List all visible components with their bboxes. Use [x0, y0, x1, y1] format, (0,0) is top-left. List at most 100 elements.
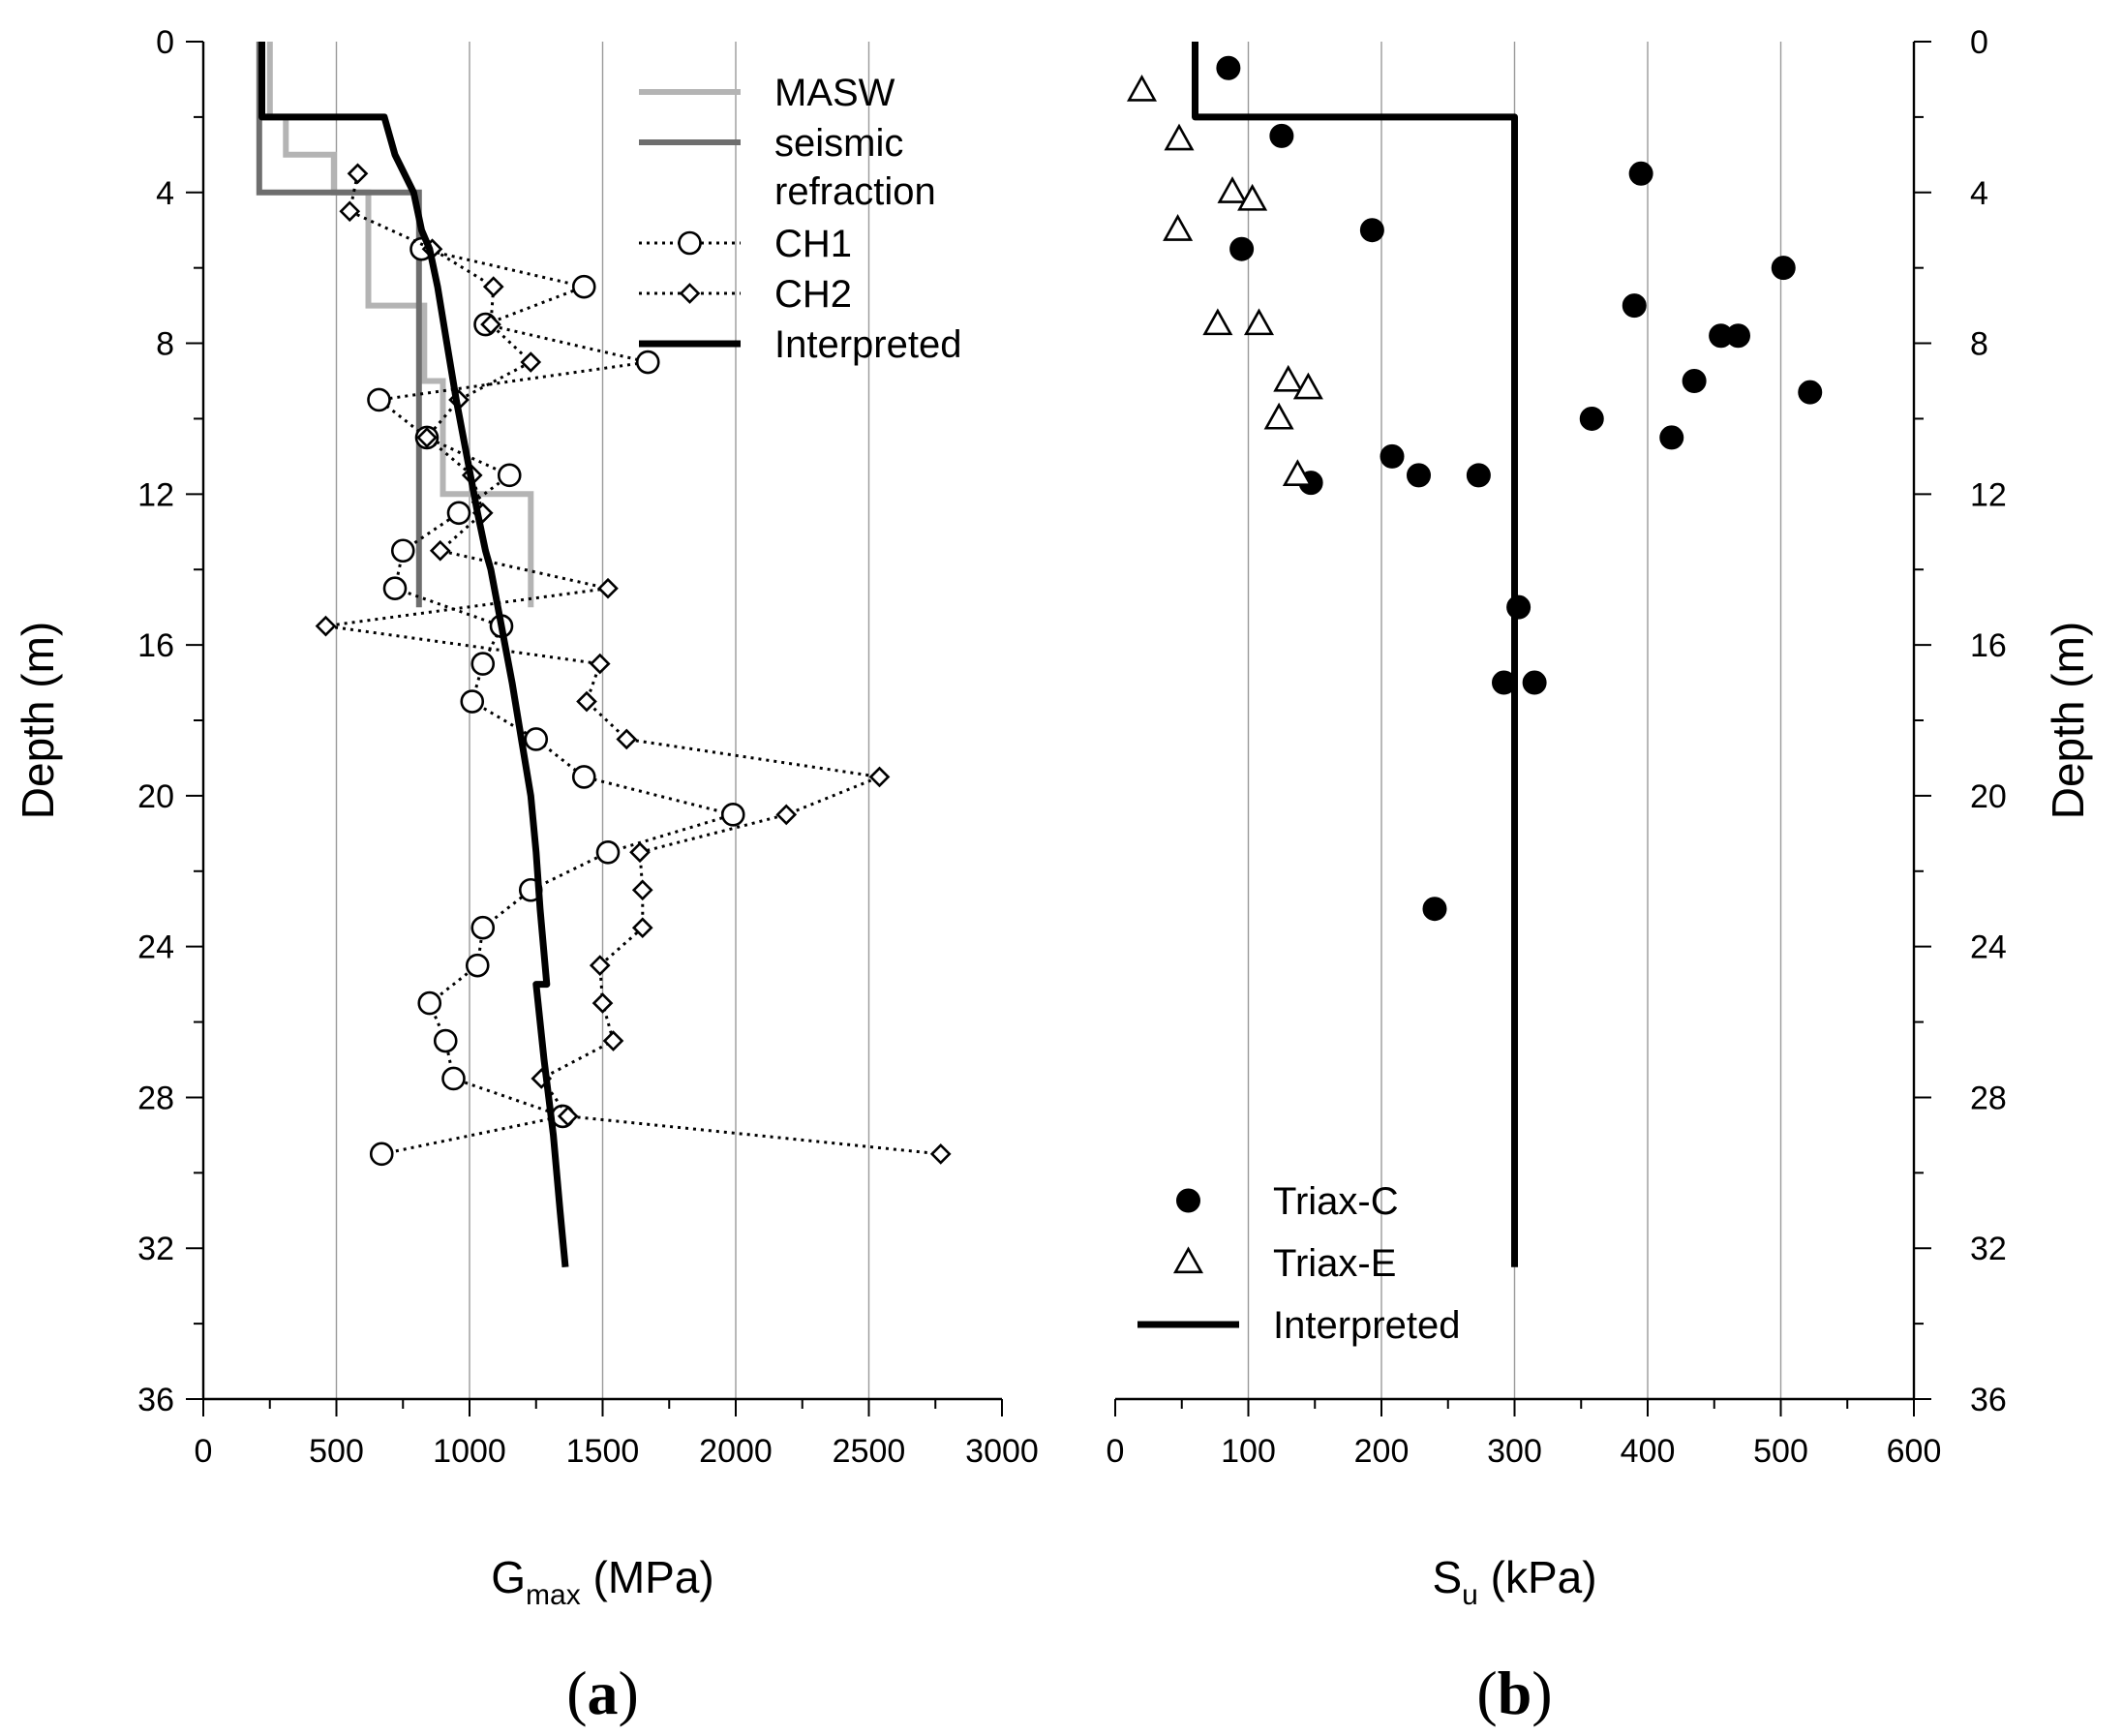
series-masw — [266, 42, 534, 608]
x-tick-label: 1500 — [566, 1433, 640, 1470]
x-tick-label: 0 — [195, 1433, 213, 1470]
data-point — [1163, 214, 1194, 241]
legend-marker — [1176, 1188, 1200, 1213]
data-point — [1771, 256, 1796, 281]
y-tick-label: 28 — [1970, 1080, 2007, 1116]
data-point — [482, 276, 504, 297]
panel-label-paren: ) — [619, 1659, 639, 1727]
data-point — [571, 274, 596, 299]
legend-entry: Interpreted — [1137, 1304, 1460, 1347]
data-point — [470, 915, 496, 940]
y-tick-label: 4 — [1970, 175, 1988, 212]
y-tick-label: 24 — [1970, 929, 2007, 966]
legend-marker — [678, 230, 702, 256]
legend-label: CH1 — [774, 223, 852, 265]
x-tick-label: 2500 — [833, 1433, 906, 1470]
legend-entry: seismic refraction — [639, 122, 936, 213]
panel-label: (a) — [566, 1659, 639, 1727]
x-axis-title-subscript: max — [526, 1579, 581, 1611]
data-point — [390, 538, 415, 563]
y-tick-label: 36 — [1970, 1382, 2007, 1418]
data-point — [1243, 308, 1275, 336]
y-tick-label: 0 — [1970, 24, 1988, 61]
y-tick-label: 28 — [137, 1080, 174, 1116]
series-ch2 — [315, 163, 952, 1165]
y-axis-title: Depth (m) — [2043, 622, 2093, 819]
x-tick-label: 100 — [1221, 1433, 1276, 1470]
legend-label: Triax-C — [1273, 1180, 1399, 1223]
data-point — [460, 689, 485, 714]
x-tick-label: 200 — [1354, 1433, 1410, 1470]
series-triax-c — [1216, 55, 1823, 922]
x-axis-title-symbol: S — [1432, 1552, 1462, 1602]
data-point — [597, 577, 619, 599]
panel-b: 0 100 200 300 400 500 600 0 4 8 12 16 20 24 28 32 36 Dept… — [1107, 24, 2093, 1727]
data-point — [1229, 236, 1255, 261]
panel-label-paren: ) — [1532, 1659, 1552, 1727]
legend-label: refraction — [774, 170, 936, 213]
x-axis-title-unit: (kPa) — [1478, 1552, 1597, 1602]
data-point — [1422, 897, 1447, 922]
legend-entry: Interpreted — [639, 323, 961, 366]
data-point — [520, 351, 542, 373]
data-point — [1282, 459, 1313, 486]
x-tick-label: 2000 — [699, 1433, 773, 1470]
data-point — [1622, 293, 1647, 319]
data-point — [429, 539, 451, 562]
data-point — [589, 955, 611, 976]
data-point — [629, 841, 651, 864]
legend-label: Interpreted — [774, 323, 961, 366]
y-tick-label: 12 — [137, 476, 174, 513]
data-point — [1164, 123, 1195, 151]
data-point — [367, 387, 391, 412]
panel-a: 0 500 1000 1500 2000 2500 3000 0 4 8 12 16 20 24 28 32 3… — [13, 24, 1039, 1727]
panel-label-paren: ( — [1476, 1659, 1497, 1727]
legend-entry: CH1 — [639, 223, 852, 265]
data-point — [557, 1106, 579, 1127]
y-tick-label: 24 — [137, 929, 174, 966]
x-axis-title-subscript: u — [1462, 1579, 1478, 1611]
x-tick-label: 1000 — [433, 1433, 506, 1470]
data-point — [576, 690, 597, 713]
legend-label: CH2 — [774, 273, 852, 316]
data-point — [1359, 218, 1384, 243]
x-axis-title: Su (kPa) — [1432, 1552, 1596, 1611]
legend-label: MASW — [774, 72, 895, 114]
data-point — [1628, 161, 1653, 186]
y-tick-label: 32 — [137, 1231, 174, 1267]
legend-entry: CH2 — [639, 273, 852, 316]
x-tick-label: 300 — [1487, 1433, 1542, 1470]
y-tick-label: 8 — [1970, 326, 1988, 363]
data-point — [470, 652, 496, 676]
data-point — [1292, 372, 1323, 400]
data-point — [595, 840, 621, 865]
series-line — [1192, 42, 1518, 1267]
data-point — [1380, 443, 1405, 469]
data-point — [775, 804, 798, 826]
data-point — [441, 1066, 466, 1091]
y-tick-label: 32 — [1970, 1231, 2007, 1267]
x-axis-title-unit: (MPa) — [581, 1552, 714, 1602]
series-interpreted — [258, 42, 569, 1268]
x-axis-title-symbol: G — [491, 1552, 526, 1602]
panel-label-paren: ( — [566, 1659, 587, 1727]
x-axis-title: Gmax (MPa) — [491, 1552, 713, 1611]
panel-label-letter: b — [1498, 1659, 1532, 1727]
data-point — [868, 766, 891, 788]
y-tick-label: 12 — [1970, 476, 2007, 513]
data-point — [631, 917, 653, 939]
data-point — [571, 765, 596, 789]
series-line — [375, 247, 739, 1156]
data-point — [480, 314, 501, 335]
data-point — [1126, 74, 1158, 102]
legend-marker — [679, 283, 701, 304]
data-point — [524, 727, 549, 751]
y-tick-label: 16 — [137, 627, 174, 664]
data-point — [616, 728, 638, 750]
y-tick-label: 0 — [156, 24, 174, 61]
data-point — [1659, 425, 1684, 450]
data-point — [929, 1143, 952, 1165]
y-tick-label: 36 — [137, 1382, 174, 1418]
data-point — [1682, 369, 1707, 393]
x-tick-label: 500 — [309, 1433, 364, 1470]
